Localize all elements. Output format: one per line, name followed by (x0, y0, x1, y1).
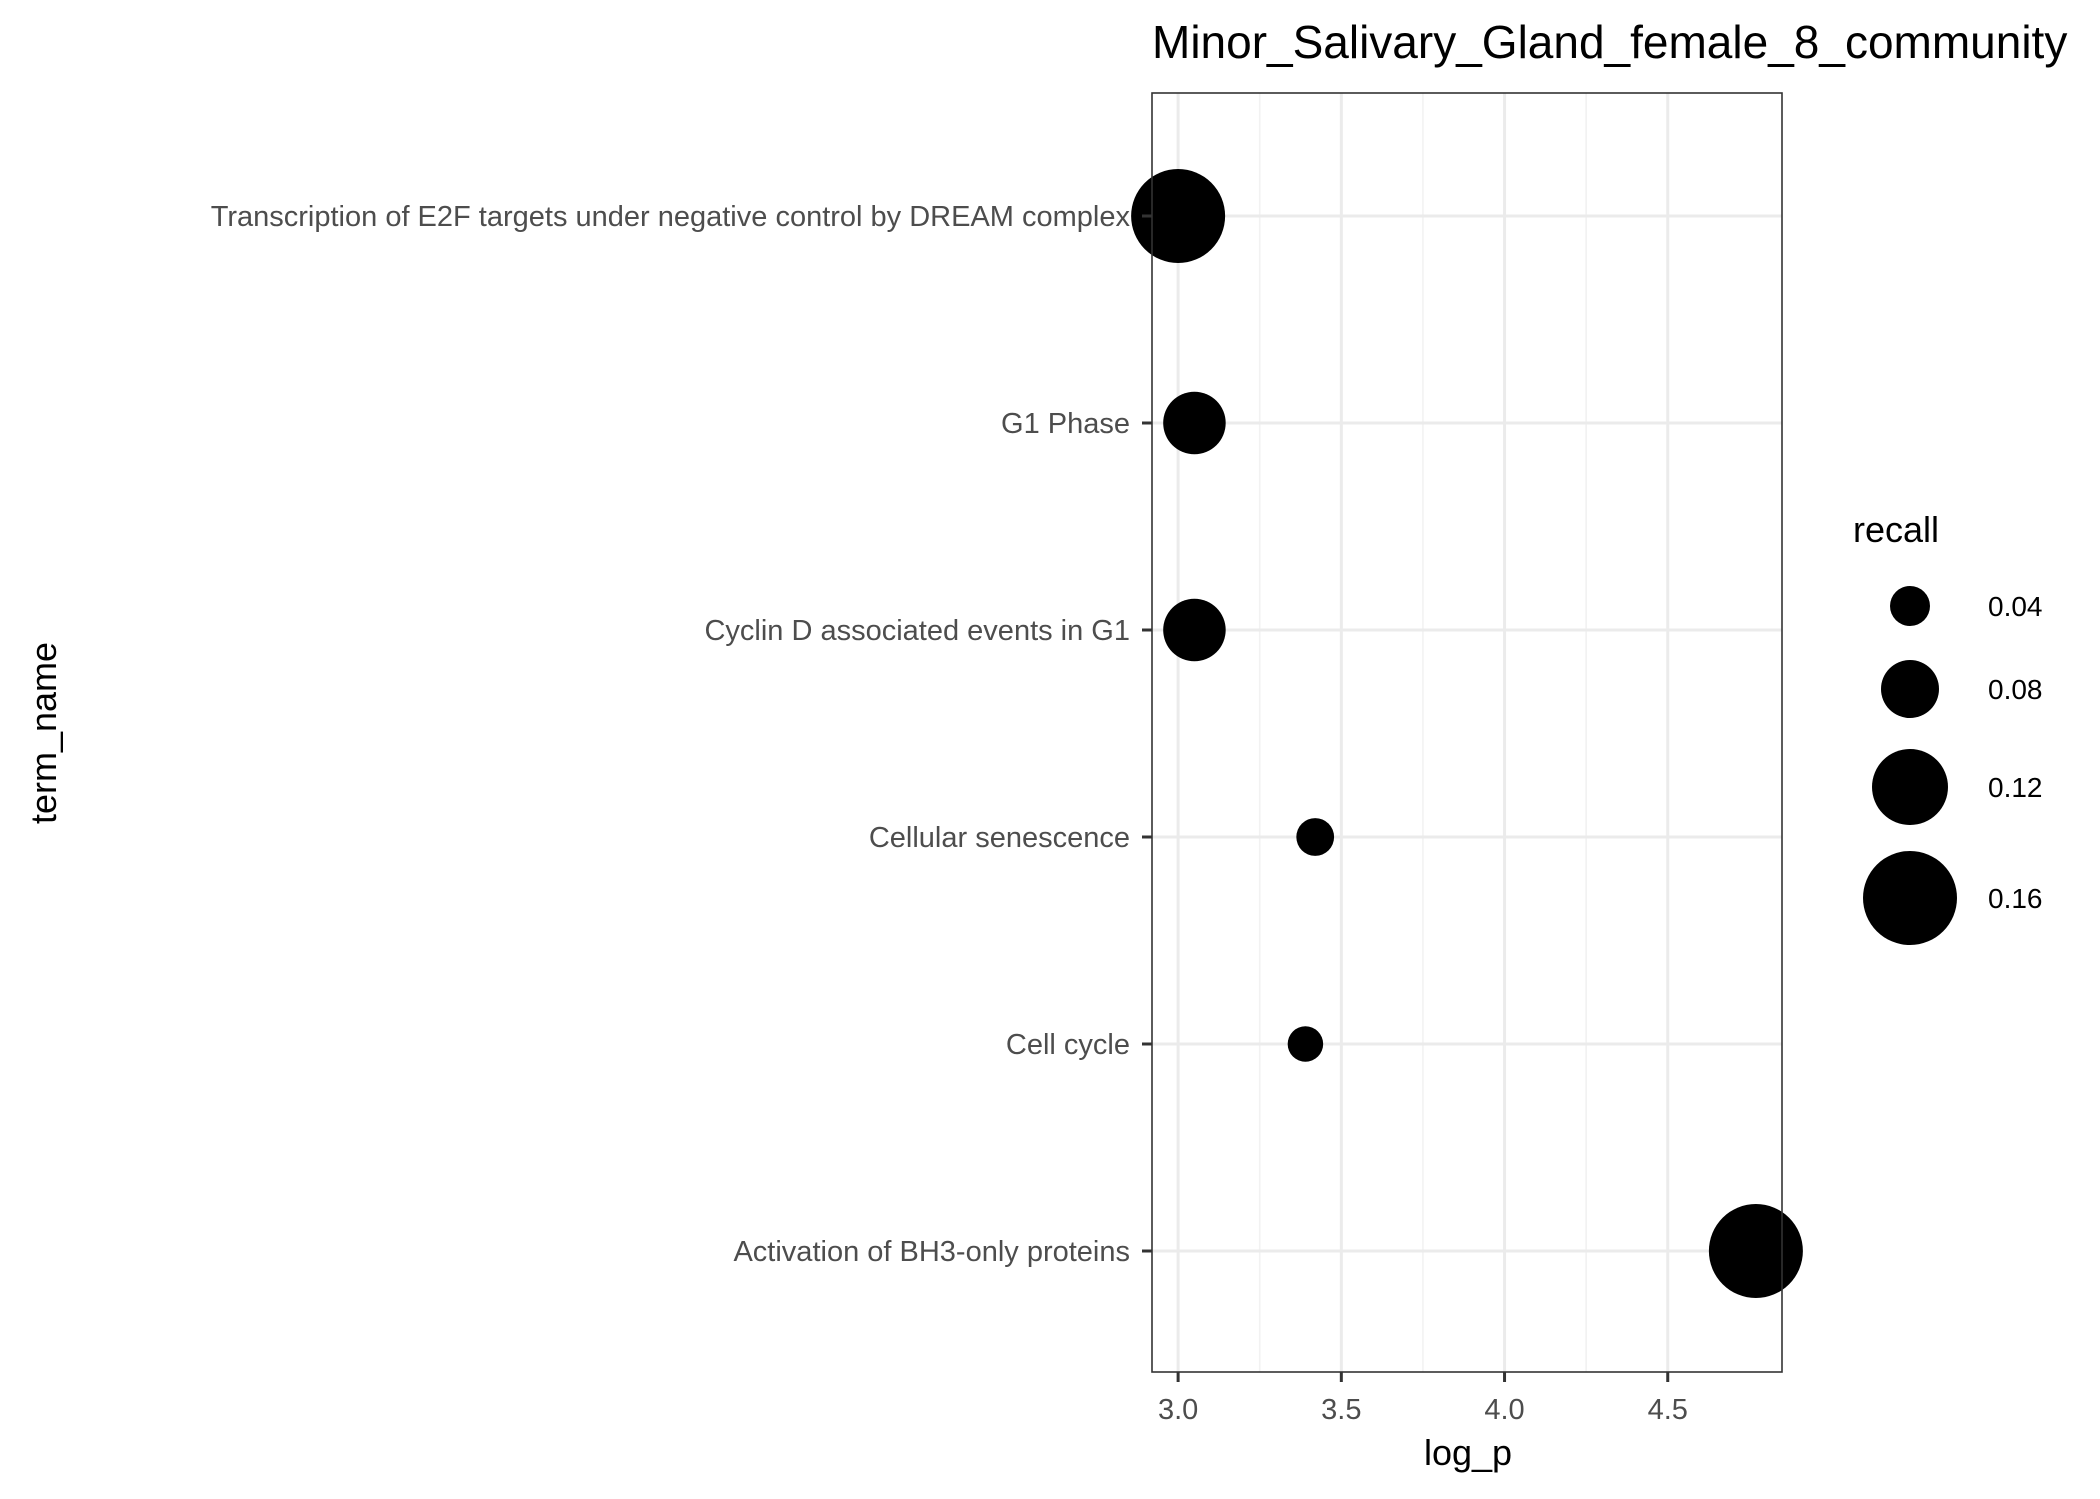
x-axis-title: log_p (1424, 1432, 1512, 1473)
legend-key-circle (1863, 851, 1957, 945)
data-point (1163, 391, 1226, 455)
chart-title: Minor_Salivary_Gland_female_8_community (1152, 16, 2067, 68)
legend-key-circle (1872, 749, 1948, 825)
size-legend: recall 0.04 0.08 0.12 0.16 (1853, 509, 2043, 945)
data-point (1131, 169, 1226, 263)
legend-label: 0.16 (1988, 883, 2043, 914)
y-tick-label: Cell cycle (1006, 1029, 1130, 1061)
legend-label: 0.04 (1988, 591, 2043, 622)
x-tick-label: 3.0 (1158, 1394, 1198, 1426)
legend-title: recall (1853, 509, 1939, 550)
y-axis: Transcription of E2F targets under negat… (211, 201, 1152, 1268)
data-point (1287, 1026, 1324, 1062)
data-points (1131, 169, 1803, 1298)
data-point (1708, 1204, 1803, 1298)
y-tick-label: Activation of BH3-only proteins (733, 1236, 1130, 1268)
major-gridlines (1152, 93, 1782, 1372)
y-tick-label: G1 Phase (1001, 408, 1130, 440)
y-tick-label: Transcription of E2F targets under negat… (211, 201, 1131, 233)
y-axis-title: term_name (23, 642, 64, 824)
y-tick-label: Cyclin D associated events in G1 (704, 615, 1130, 647)
legend-key-circle (1881, 660, 1939, 718)
x-tick-label: 4.0 (1484, 1394, 1524, 1426)
plot-panel (1151, 92, 1783, 1373)
legend-key-circle (1890, 586, 1930, 626)
data-point (1296, 818, 1335, 856)
x-axis: 3.0 3.5 4.0 4.5 (1158, 1372, 1688, 1426)
data-point (1163, 598, 1226, 662)
minor-gridlines (1258, 93, 1587, 1372)
legend-label: 0.12 (1988, 772, 2043, 803)
x-tick-label: 3.5 (1321, 1394, 1361, 1426)
y-tick-label: Cellular senescence (869, 822, 1130, 854)
legend-label: 0.08 (1988, 674, 2043, 705)
x-tick-label: 4.5 (1648, 1394, 1688, 1426)
